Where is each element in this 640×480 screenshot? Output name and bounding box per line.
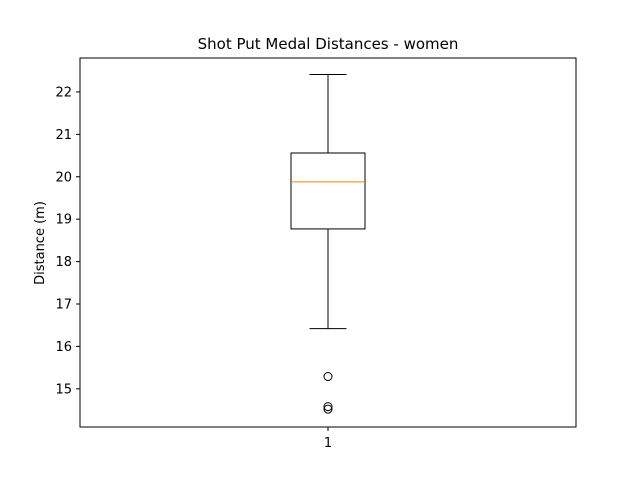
y-axis-label: Distance (m) bbox=[33, 201, 48, 285]
y-tick-label: 19 bbox=[55, 213, 72, 228]
axes-frame bbox=[79, 57, 577, 428]
iqr-box bbox=[290, 152, 366, 230]
y-tick-label: 15 bbox=[55, 382, 72, 397]
outlier-point bbox=[323, 402, 333, 412]
outlier-point bbox=[323, 372, 333, 382]
y-tick-label: 21 bbox=[55, 128, 72, 143]
y-tick-label: 22 bbox=[55, 85, 72, 100]
y-tick-label: 17 bbox=[55, 298, 72, 313]
x-tick-label: 1 bbox=[324, 436, 332, 451]
chart-title: Shot Put Medal Distances - women bbox=[198, 35, 459, 53]
plot-area: 15 16 17 18 19 20 21 22 1 bbox=[55, 74, 366, 451]
y-tick-label: 16 bbox=[55, 340, 72, 355]
y-tick-label: 18 bbox=[55, 255, 72, 270]
outlier-point bbox=[323, 404, 333, 414]
y-tick-label: 20 bbox=[55, 170, 72, 185]
